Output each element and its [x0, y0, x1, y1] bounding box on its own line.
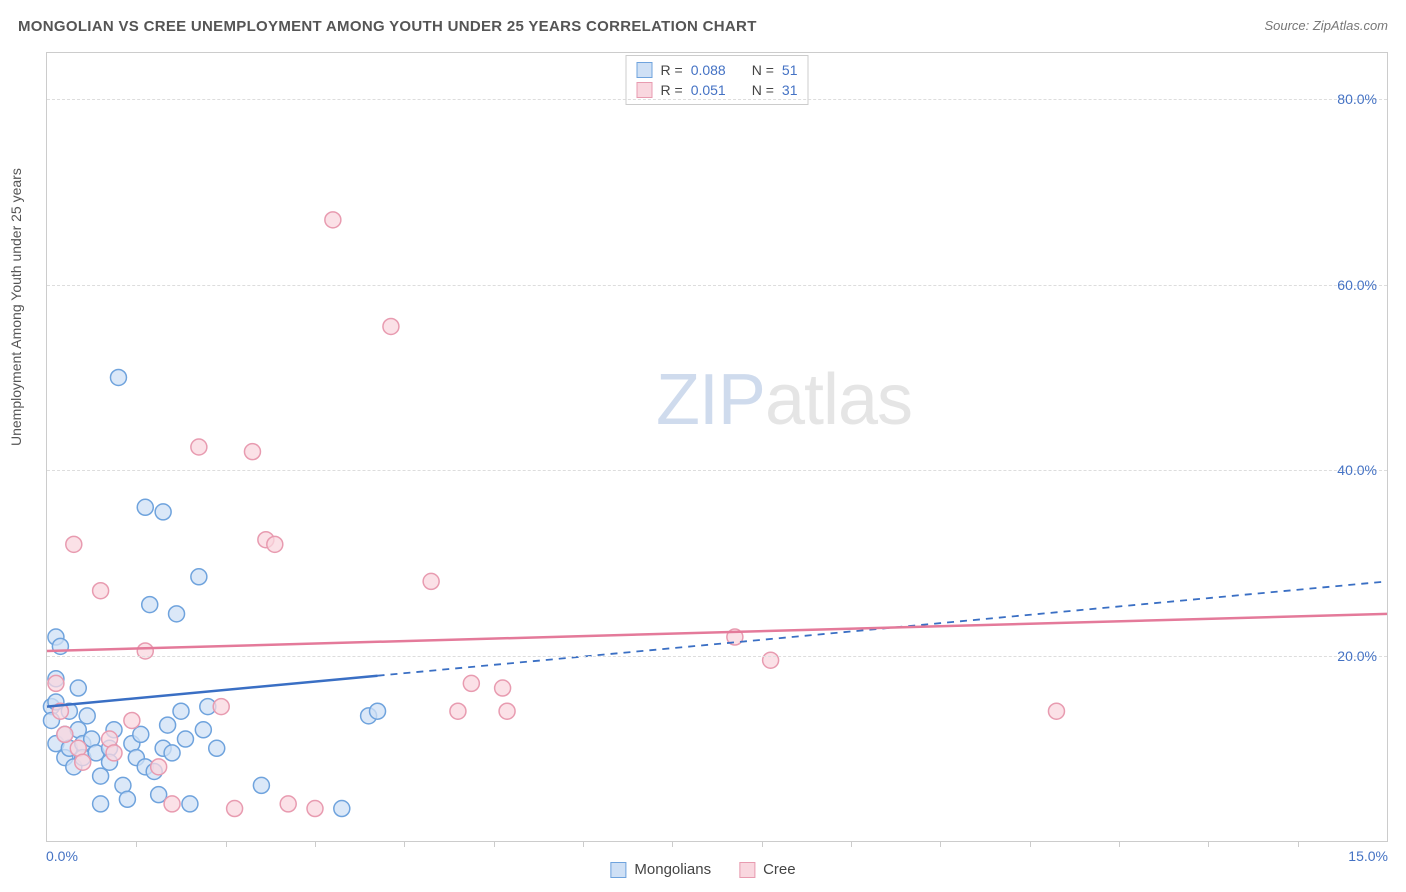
data-point [160, 717, 176, 733]
data-point [155, 504, 171, 520]
data-point [164, 745, 180, 761]
data-point [151, 759, 167, 775]
data-point [499, 703, 515, 719]
stats-row: R = 0.088 N = 51 [637, 60, 798, 80]
n-value: 51 [782, 60, 798, 80]
gridline-h [47, 656, 1387, 657]
legend-swatch [610, 862, 626, 878]
legend-label: Mongolians [634, 861, 711, 878]
series-swatch [637, 62, 653, 78]
x-tick [1030, 841, 1031, 847]
data-point [182, 796, 198, 812]
x-tick [315, 841, 316, 847]
data-point [383, 318, 399, 334]
legend-label: Cree [763, 861, 796, 878]
data-point [79, 708, 95, 724]
data-point [209, 740, 225, 756]
data-point [70, 680, 86, 696]
data-point [164, 796, 180, 812]
x-tick [940, 841, 941, 847]
y-tick-label: 40.0% [1337, 462, 1377, 478]
data-point [75, 754, 91, 770]
data-point [191, 569, 207, 585]
scatter-svg [47, 53, 1387, 841]
data-point [93, 768, 109, 784]
y-tick-label: 60.0% [1337, 277, 1377, 293]
data-point [106, 745, 122, 761]
x-tick [583, 841, 584, 847]
n-label: N = [752, 80, 774, 100]
x-tick [1208, 841, 1209, 847]
data-point [57, 726, 73, 742]
data-point [267, 536, 283, 552]
data-point [253, 777, 269, 793]
x-axis-min-label: 0.0% [46, 848, 78, 864]
data-point [48, 675, 64, 691]
data-point [169, 606, 185, 622]
r-value: 0.051 [691, 80, 726, 100]
chart-plot-area: ZIPatlas R =0.088N =51R =0.051N =31 20.0… [46, 52, 1388, 842]
data-point [133, 726, 149, 742]
gridline-h [47, 470, 1387, 471]
data-point [124, 712, 140, 728]
trend-line-solid [47, 614, 1387, 651]
x-tick [226, 841, 227, 847]
data-point [423, 573, 439, 589]
x-tick [1298, 841, 1299, 847]
x-tick [494, 841, 495, 847]
data-point [325, 212, 341, 228]
x-tick [136, 841, 137, 847]
data-point [93, 583, 109, 599]
data-point [93, 796, 109, 812]
stats-row: R = 0.051 N = 31 [637, 80, 798, 100]
series-swatch [637, 82, 653, 98]
y-tick-label: 20.0% [1337, 648, 1377, 664]
gridline-h [47, 99, 1387, 100]
n-value: 31 [782, 80, 798, 100]
x-tick [404, 841, 405, 847]
n-label: N = [752, 60, 774, 80]
data-point [227, 801, 243, 817]
data-point [307, 801, 323, 817]
data-point [173, 703, 189, 719]
data-point [110, 369, 126, 385]
data-point [119, 791, 135, 807]
x-tick [762, 841, 763, 847]
data-point [334, 801, 350, 817]
r-label: R = [661, 60, 683, 80]
data-point [450, 703, 466, 719]
r-value: 0.088 [691, 60, 726, 80]
data-point [142, 597, 158, 613]
data-point [213, 699, 229, 715]
data-point [463, 675, 479, 691]
data-point [370, 703, 386, 719]
legend-item: Mongolians [610, 861, 711, 878]
y-axis-label: Unemployment Among Youth under 25 years [8, 168, 24, 446]
correlation-stats-box: R = 0.088 N = 51 R = 0.051 N = 31 [626, 55, 809, 105]
data-point [177, 731, 193, 747]
x-tick [1119, 841, 1120, 847]
x-axis-max-label: 15.0% [1348, 848, 1388, 864]
chart-title: MONGOLIAN VS CREE UNEMPLOYMENT AMONG YOU… [18, 18, 757, 35]
r-label: R = [661, 80, 683, 100]
data-point [191, 439, 207, 455]
x-tick [672, 841, 673, 847]
legend-swatch [739, 862, 755, 878]
data-point [137, 499, 153, 515]
legend: Mongolians Cree [610, 861, 795, 878]
gridline-h [47, 285, 1387, 286]
data-point [244, 444, 260, 460]
source-attribution: Source: ZipAtlas.com [1264, 18, 1388, 33]
data-point [495, 680, 511, 696]
legend-item: Cree [739, 861, 796, 878]
x-tick [851, 841, 852, 847]
data-point [1048, 703, 1064, 719]
data-point [66, 536, 82, 552]
y-tick-label: 80.0% [1337, 91, 1377, 107]
data-point [195, 722, 211, 738]
data-point [280, 796, 296, 812]
